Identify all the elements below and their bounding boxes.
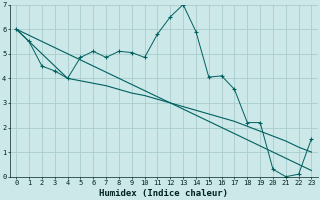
X-axis label: Humidex (Indice chaleur): Humidex (Indice chaleur) xyxy=(100,189,228,198)
